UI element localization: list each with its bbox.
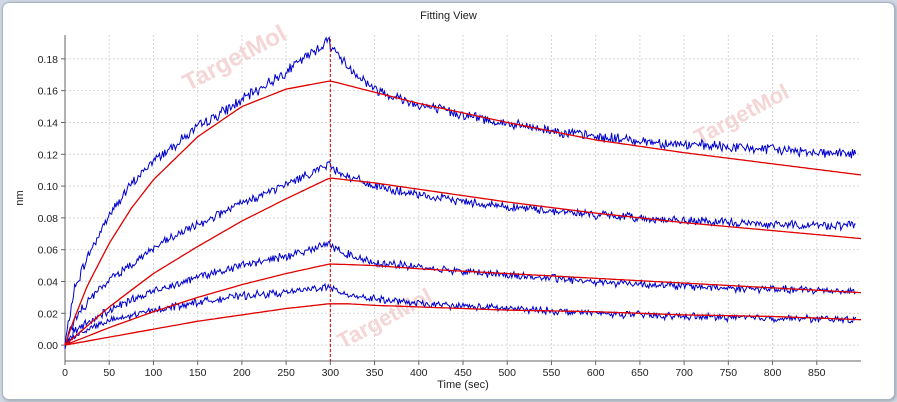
measured-curve — [64, 160, 856, 350]
x-tick-label: 850 — [808, 367, 826, 379]
fit-curve — [64, 303, 862, 346]
x-tick-label: 400 — [410, 367, 428, 379]
watermark-logo: TargetMol — [333, 283, 436, 354]
x-tick-label: 300 — [322, 367, 340, 379]
x-tick-label: 100 — [145, 367, 163, 379]
x-tick-label: 650 — [631, 367, 649, 379]
x-tick-label: 500 — [498, 367, 516, 379]
y-tick-label: 0.16 — [38, 86, 59, 98]
y-tick-label: 0.12 — [38, 149, 59, 161]
x-tick-label: 150 — [189, 367, 207, 379]
x-tick-label: 700 — [675, 367, 693, 379]
y-tick-label: 0.04 — [38, 276, 59, 288]
window-title: Fitting View — [420, 10, 477, 22]
x-tick-label: 550 — [543, 367, 561, 379]
measured-curve — [64, 240, 857, 348]
x-axis-label: Time (sec) — [437, 379, 489, 391]
x-tick-label: 800 — [764, 367, 782, 379]
fit-curve — [64, 177, 862, 346]
y-tick-label: 0.08 — [38, 213, 59, 225]
x-tick-label: 450 — [454, 367, 472, 379]
y-tick-label: 0.18 — [38, 54, 59, 66]
fit-curve — [64, 80, 862, 346]
x-tick-label: 200 — [233, 367, 251, 379]
y-axis-label: nm — [14, 190, 26, 205]
x-tick-label: 250 — [277, 367, 295, 379]
x-tick-label: 50 — [103, 367, 115, 379]
y-tick-label: 0.00 — [38, 340, 59, 352]
y-tick-label: 0.02 — [38, 308, 59, 320]
y-tick-label: 0.06 — [38, 245, 59, 257]
x-tick-label: 750 — [720, 367, 738, 379]
y-tick-label: 0.10 — [38, 181, 59, 193]
fit-curve — [64, 263, 862, 346]
watermark-logo: TargetMol — [690, 79, 793, 150]
x-tick-label: 350 — [366, 367, 384, 379]
x-tick-label: 0 — [62, 367, 68, 379]
measured-curve — [64, 36, 857, 346]
y-tick-label: 0.14 — [38, 117, 59, 129]
x-tick-label: 600 — [587, 367, 605, 379]
